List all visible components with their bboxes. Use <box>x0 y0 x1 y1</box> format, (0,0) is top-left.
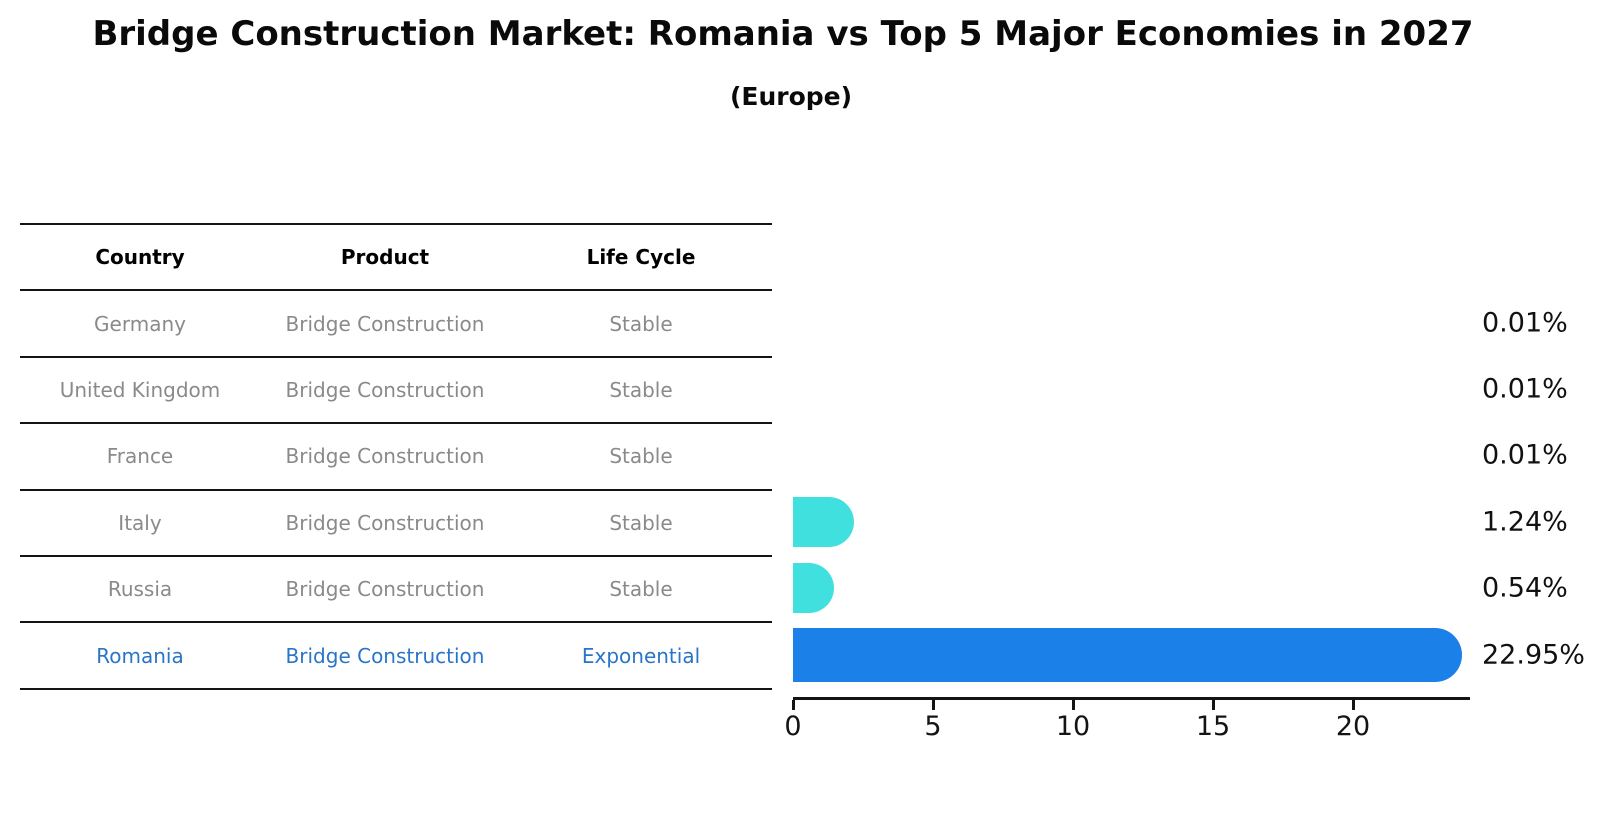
cell-life-cycle: Stable <box>609 444 673 469</box>
cell-product: Bridge Construction <box>285 510 485 535</box>
cell-product: Bridge Construction <box>285 377 485 402</box>
cell-product: Bridge Construction <box>285 643 485 668</box>
x-axis-tick <box>931 700 935 710</box>
cell-country: France <box>106 444 174 469</box>
bar-romania <box>793 627 1462 682</box>
cell-country: United Kingdom <box>59 377 221 402</box>
cell-country: Russia <box>107 577 173 602</box>
cell-product: Bridge Construction <box>285 444 485 469</box>
x-axis-tick <box>1071 700 1075 710</box>
x-axis-tick-label: 15 <box>1195 711 1231 742</box>
chart-subtitle: (Europe) <box>729 82 853 111</box>
cell-country: Italy <box>118 510 162 535</box>
table-row-romania: Romania Bridge Construction Exponential <box>20 623 772 690</box>
value-label-italy: 1.24% <box>1482 506 1568 538</box>
x-axis-tick <box>791 700 795 710</box>
cell-product: Bridge Construction <box>285 311 485 336</box>
table-row-united-kingdom: United Kingdom Bridge Construction Stabl… <box>20 358 772 425</box>
table-row-russia: Russia Bridge Construction Stable <box>20 557 772 624</box>
table-row-italy: Italy Bridge Construction Stable <box>20 491 772 557</box>
cell-life-cycle: Exponential <box>581 643 701 668</box>
value-label-germany: 0.01% <box>1482 307 1568 339</box>
table-row-germany: Germany Bridge Construction Stable <box>20 291 772 358</box>
x-axis-tick-label: 5 <box>924 711 942 742</box>
chart-title: Bridge Construction Market: Romania vs T… <box>92 14 1474 54</box>
cell-life-cycle: Stable <box>609 577 673 602</box>
x-axis-tick-label: 20 <box>1335 711 1371 742</box>
bar-russia <box>793 563 835 614</box>
cell-life-cycle: Stable <box>609 377 673 402</box>
x-axis-tick <box>1211 700 1215 710</box>
column-header-product: Product <box>340 245 430 270</box>
column-header-country: Country <box>95 245 185 270</box>
x-axis <box>793 697 1470 700</box>
value-label-russia: 0.54% <box>1482 572 1568 604</box>
cell-country: Romania <box>96 643 184 668</box>
table-header-row: Country Product Life Cycle <box>20 225 772 292</box>
x-axis-tick-label: 10 <box>1055 711 1091 742</box>
value-label-united-kingdom: 0.01% <box>1482 373 1568 405</box>
table-row-france: France Bridge Construction Stable <box>20 424 772 491</box>
cell-country: Germany <box>94 311 186 336</box>
x-axis-tick-label: 0 <box>784 711 802 742</box>
cell-product: Bridge Construction <box>285 577 485 602</box>
comparison-table: Country Product Life Cycle Germany Bridg… <box>20 223 772 690</box>
value-label-romania: 22.95% <box>1482 639 1585 671</box>
x-axis-tick <box>1351 700 1355 710</box>
cell-life-cycle: Stable <box>609 311 673 336</box>
cell-life-cycle: Stable <box>609 510 673 535</box>
column-header-life-cycle: Life Cycle <box>586 245 696 270</box>
value-label-france: 0.01% <box>1482 439 1568 471</box>
bar-italy <box>793 496 854 547</box>
